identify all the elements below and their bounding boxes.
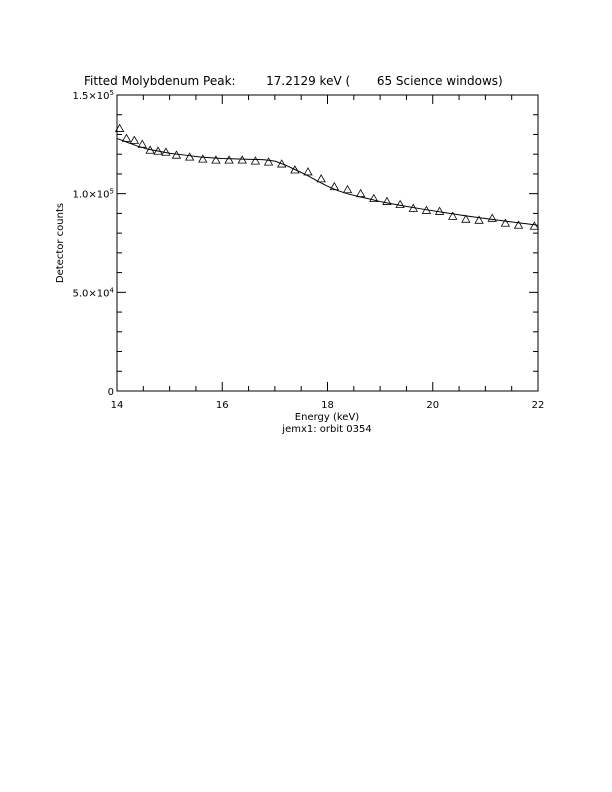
data-point-triangle <box>474 215 484 224</box>
data-point-triangle <box>224 155 234 164</box>
data-point-triangle <box>153 146 163 155</box>
plot-frame <box>116 94 539 392</box>
fit-line <box>116 137 539 226</box>
data-point-triangle <box>184 152 195 161</box>
data-point-triangle <box>137 139 147 148</box>
data-point-triangle <box>395 199 405 208</box>
data-point-triangle <box>448 211 458 220</box>
data-point-triangle <box>487 213 497 222</box>
data-marks <box>114 123 540 230</box>
data-point-triangle <box>198 154 208 163</box>
data-point-triangle <box>408 203 418 212</box>
y-axis-label: Detector counts <box>55 203 66 283</box>
data-point-triangle <box>290 165 300 174</box>
data-point-triangle <box>250 156 261 165</box>
data-point-triangle <box>277 159 287 168</box>
data-point-triangle <box>382 196 392 205</box>
y-tick-label: 1.5×105 <box>73 89 114 102</box>
data-point-triangle <box>513 220 524 229</box>
x-tick-label: 20 <box>426 400 439 411</box>
axes: 14 16 18 20 22 0 5.0×104 1.0×105 1.5×105 <box>73 89 545 411</box>
data-point-triangle <box>342 184 353 194</box>
data-point-triangle <box>129 135 140 144</box>
data-point-triangle <box>434 206 445 215</box>
data-point-triangle <box>421 205 432 214</box>
data-point-triangle <box>237 155 247 164</box>
data-point-triangle <box>529 221 540 230</box>
x-tick-label: 14 <box>111 400 124 411</box>
data-point-triangle <box>161 147 171 156</box>
data-point-triangle <box>316 174 326 183</box>
data-point-triangle <box>355 188 366 198</box>
data-point-triangle <box>145 145 155 154</box>
data-point-triangle <box>500 218 511 227</box>
data-point-triangle <box>121 133 132 142</box>
y-tick-label: 1.0×105 <box>73 188 114 201</box>
data-point-triangle <box>171 150 182 159</box>
data-point-triangle <box>211 155 221 164</box>
y-tick-label: 5.0×104 <box>73 286 115 299</box>
data-point-triangle <box>303 167 313 176</box>
chart-title: Fitted Molybdenum Peak: 17.2129 keV ( 65… <box>84 74 503 88</box>
data-point-triangle <box>329 181 340 191</box>
chart-subtitle: jemx1: orbit 0354 <box>281 424 371 435</box>
data-point-triangle <box>263 157 274 166</box>
x-tick-label: 16 <box>216 400 229 411</box>
y-tick-label: 0 <box>108 387 114 398</box>
x-axis-label: Energy (keV) <box>295 412 360 423</box>
x-tick-label: 22 <box>532 400 545 411</box>
data-point-triangle <box>114 123 125 132</box>
data-point-triangle <box>369 193 379 203</box>
data-point-triangle <box>461 214 471 223</box>
x-tick-label: 18 <box>321 400 334 411</box>
